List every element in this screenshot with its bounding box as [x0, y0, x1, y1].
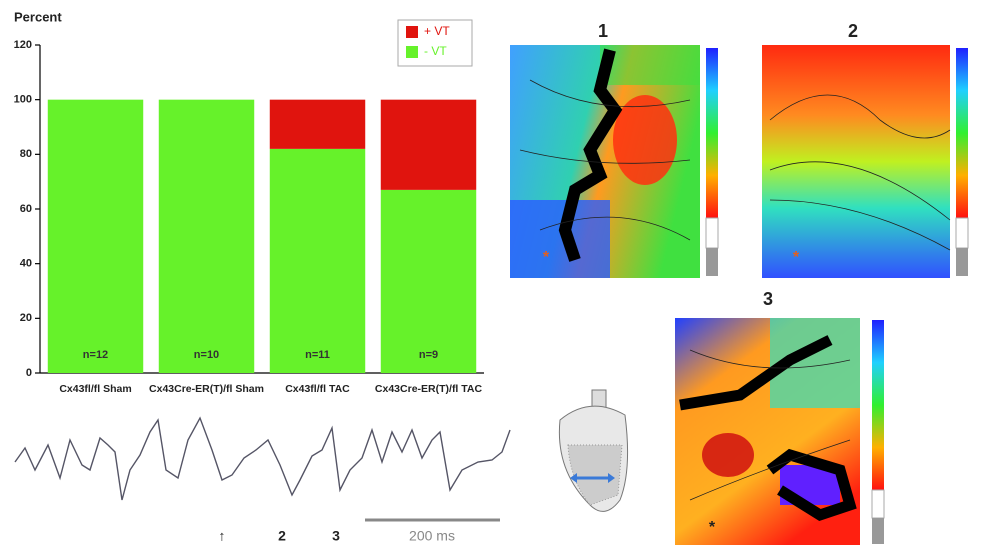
- ecg-trace: [14, 416, 511, 501]
- trace-label: ↑: [219, 528, 226, 544]
- scale-bar-label: 200 ms: [409, 528, 455, 544]
- y-tick-label: 100: [14, 94, 32, 106]
- map-title: 2: [848, 21, 858, 41]
- bar-segment: [380, 189, 477, 373]
- y-tick-label: 0: [26, 367, 32, 379]
- pacing-mark: *: [709, 519, 716, 536]
- map-title: 3: [763, 289, 773, 309]
- pacing-mark: *: [793, 249, 800, 266]
- activation-map: *: [510, 45, 719, 278]
- legend-swatch: [406, 46, 418, 58]
- legend-swatch: [406, 26, 418, 38]
- bar-annotation: n=11: [305, 349, 330, 361]
- bar-annotation: n=12: [83, 349, 108, 361]
- activation-map: *: [762, 45, 969, 278]
- y-tick-label: 20: [20, 312, 32, 324]
- y-tick-label: 60: [20, 203, 32, 215]
- y-tick-label: 120: [14, 39, 32, 51]
- trace-label: 3: [332, 528, 340, 544]
- bar-segment: [269, 148, 366, 373]
- y-axis-label: Percent: [14, 9, 62, 24]
- pacing-mark: *: [543, 249, 550, 266]
- x-tick-label: Cx43Cre-ER(T)/fl TAC: [375, 383, 483, 395]
- activation-map: *: [675, 318, 885, 545]
- heart-icon: [558, 389, 629, 512]
- bar-segment: [269, 99, 366, 149]
- bar-segment: [158, 99, 255, 374]
- legend: + VT - VT: [406, 24, 450, 58]
- bar-annotation: n=9: [419, 349, 438, 361]
- bar-annotation: n=10: [194, 349, 219, 361]
- x-tick-label: Cx43fl/fl Sham: [59, 383, 131, 395]
- bar-segment: [47, 99, 144, 374]
- y-tick-label: 80: [20, 148, 32, 160]
- legend-label: + VT: [424, 24, 450, 38]
- bar-segment: [380, 99, 477, 190]
- trace-label: 2: [278, 528, 286, 544]
- x-tick-label: Cx43Cre-ER(T)/fl Sham: [149, 383, 264, 395]
- y-tick-label: 40: [20, 258, 32, 270]
- x-tick-label: Cx43fl/fl TAC: [285, 383, 350, 395]
- legend-label: - VT: [424, 44, 447, 58]
- map-title: 1: [598, 21, 608, 41]
